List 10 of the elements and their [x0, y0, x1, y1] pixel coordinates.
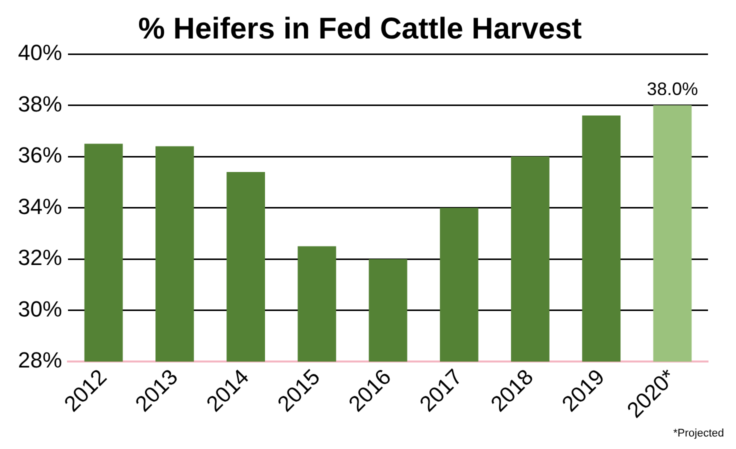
y-tick-label: 38%: [18, 91, 62, 116]
y-tick-label: 34%: [18, 194, 62, 219]
y-tick-label: 28%: [18, 348, 62, 373]
chart-title: % Heifers in Fed Cattle Harvest: [138, 12, 582, 46]
text: *Projected: [673, 428, 724, 440]
y-tick-label: 40%: [18, 40, 62, 66]
data-label: 38.0%: [646, 79, 698, 100]
y-tick-label: 30%: [18, 296, 62, 322]
y-tick-label: 32%: [18, 245, 62, 270]
y-tick-label: 36%: [18, 142, 62, 168]
